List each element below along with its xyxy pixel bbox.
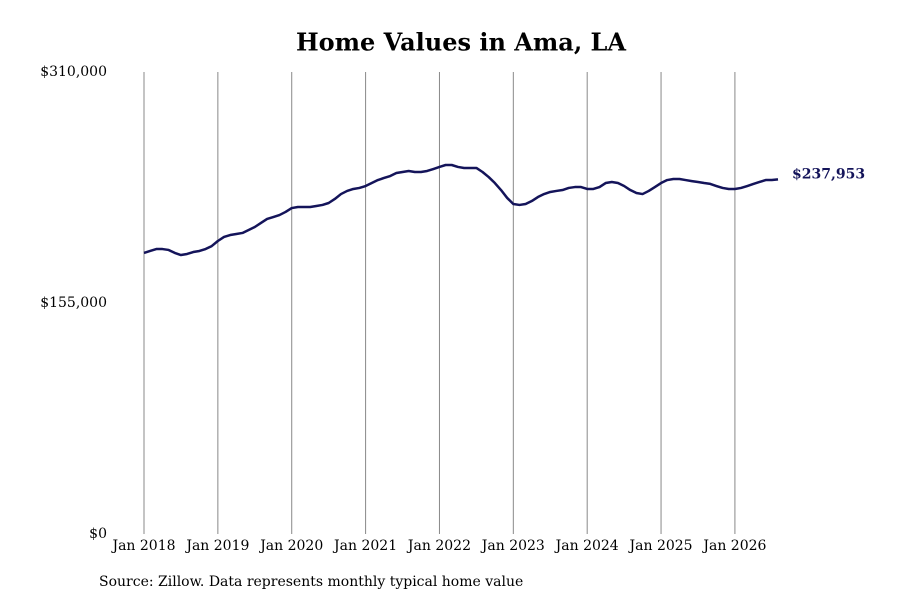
x-tick-label: Jan 2026 [701, 538, 766, 554]
y-tick-label: $310,000 [40, 64, 107, 80]
y-tick-label: $155,000 [40, 295, 107, 311]
y-tick-label: $0 [89, 526, 107, 542]
x-tick-label: Jan 2025 [628, 538, 693, 554]
source-note: Source: Zillow. Data represents monthly … [99, 574, 523, 590]
x-tick-label: Jan 2021 [332, 538, 397, 554]
x-tick-label: Jan 2020 [258, 538, 323, 554]
x-tick-label: Jan 2023 [480, 538, 545, 554]
x-tick-label: Jan 2019 [184, 538, 249, 554]
x-tick-label: Jan 2024 [554, 538, 619, 554]
x-tick-label: Jan 2018 [110, 538, 175, 554]
chart-title: Home Values in Ama, LA [296, 28, 626, 57]
x-tick-label: Jan 2022 [406, 538, 471, 554]
value-label: $237,953 [792, 166, 865, 182]
line-series [143, 163, 779, 257]
